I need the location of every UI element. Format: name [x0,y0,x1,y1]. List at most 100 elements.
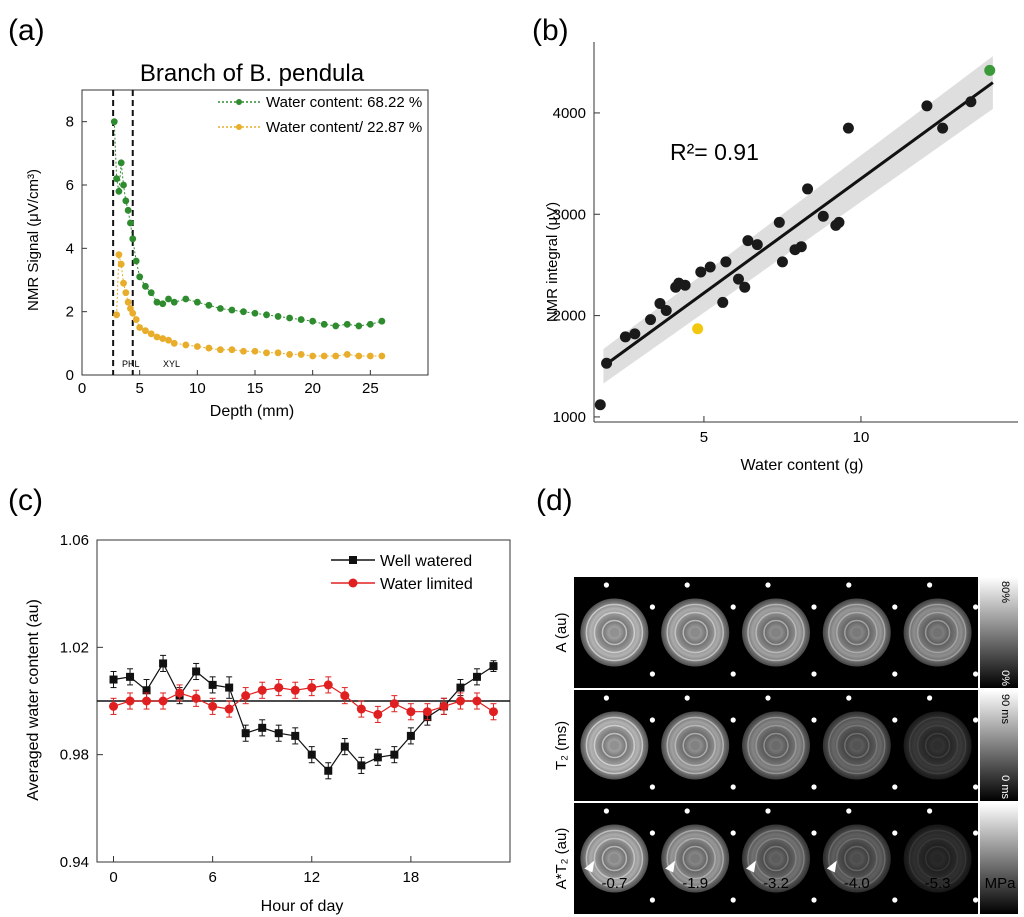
section-disk [903,711,972,780]
data-point [472,672,481,681]
y-tick-label: 2000 [553,308,586,325]
data-point [217,305,224,312]
panel-c-chart: Hour of day Averaged water content (au) … [25,532,511,915]
data-point [109,675,118,684]
reference-marker [603,582,610,588]
data-point [320,320,328,328]
reference-marker [649,604,656,610]
reference-marker [684,695,690,701]
data-point [286,351,293,358]
data-point [136,273,144,281]
growth-ring [908,716,967,775]
y-tick-label: 1.02 [60,639,89,656]
data-point [817,210,829,222]
growth-ring [836,724,878,767]
data-point [129,309,137,317]
pith [609,853,620,864]
data-point [193,298,201,306]
growth-ring [908,603,967,662]
data-point [773,216,785,228]
data-point [309,317,317,325]
y-tick-label: 0 [66,367,74,384]
data-point [307,683,317,693]
reference-marker [811,830,817,836]
reference-marker [811,784,817,790]
reference-marker [892,897,898,903]
data-point [142,327,149,335]
data-point [776,256,788,268]
data-point [258,723,267,732]
arrowhead-icon [826,860,837,873]
reference-marker [811,671,817,677]
data-point [165,336,172,344]
data-point [251,309,259,317]
growth-ring [916,724,959,767]
data-point [802,183,814,195]
x-tick-label: 0 [78,380,86,397]
reference-marker [811,897,817,903]
xylem-section-image [822,598,891,667]
panel-a-xlabel: Depth (mm) [210,403,294,420]
data-point [717,296,729,308]
growth-ring [755,724,797,767]
data-point [355,322,363,330]
data-point [406,707,416,717]
growth-ring [601,732,628,759]
data-point [373,709,383,719]
data-point [324,766,333,775]
pith [851,740,862,751]
pith [932,627,943,638]
data-point [720,256,732,268]
data-point [332,352,340,360]
xylem-section-image [742,711,810,780]
data-point [124,298,132,306]
unit-label: MPa [985,875,1017,892]
data-point [751,239,763,251]
data-point [159,659,168,668]
x-tick-label: 10 [189,380,206,397]
data-point [115,251,123,259]
data-point [274,313,282,320]
growth-ring [916,611,959,654]
x-tick-label: 5 [135,380,143,397]
reference-marker [684,582,690,588]
data-point [309,352,317,360]
panel-b-chart: Water content (g) NMR integral (μV) R²= … [544,42,1018,474]
legend-label-yellow: Water content/ 22.87 % [266,119,422,136]
data-point [208,701,218,711]
section-disk [903,824,972,893]
data-point [373,753,382,762]
panel-label-a: (a) [8,14,45,47]
data-point [290,685,300,695]
data-point [251,347,259,355]
reference-marker [927,695,933,701]
data-point [158,696,168,706]
y-tick-label: 0.94 [60,854,89,871]
data-point [842,122,854,134]
reference-marker [649,717,656,723]
column-label: -1.9 [682,875,708,892]
panel-a-ylabel: NMR Signal (μV/cm³) [25,169,42,311]
xylem-section-image [903,824,972,893]
reference-marker [730,717,736,723]
growth-ring [908,829,967,888]
pith [932,740,943,751]
data-point [159,335,167,342]
data-point [422,707,432,717]
series-line-0 [113,662,494,772]
data-point [645,314,657,326]
data-point [120,181,127,189]
arrowhead-icon [584,860,595,873]
data-point [343,351,351,358]
reference-marker [603,695,610,701]
x-tick-label: 10 [853,429,870,446]
data-point [224,704,234,714]
growth-ring [828,716,886,775]
data-point [208,680,217,689]
growth-ring [836,611,878,654]
data-point [921,100,933,112]
data-point [192,667,201,676]
legend-marker-well [349,556,357,564]
data-point [110,118,118,126]
